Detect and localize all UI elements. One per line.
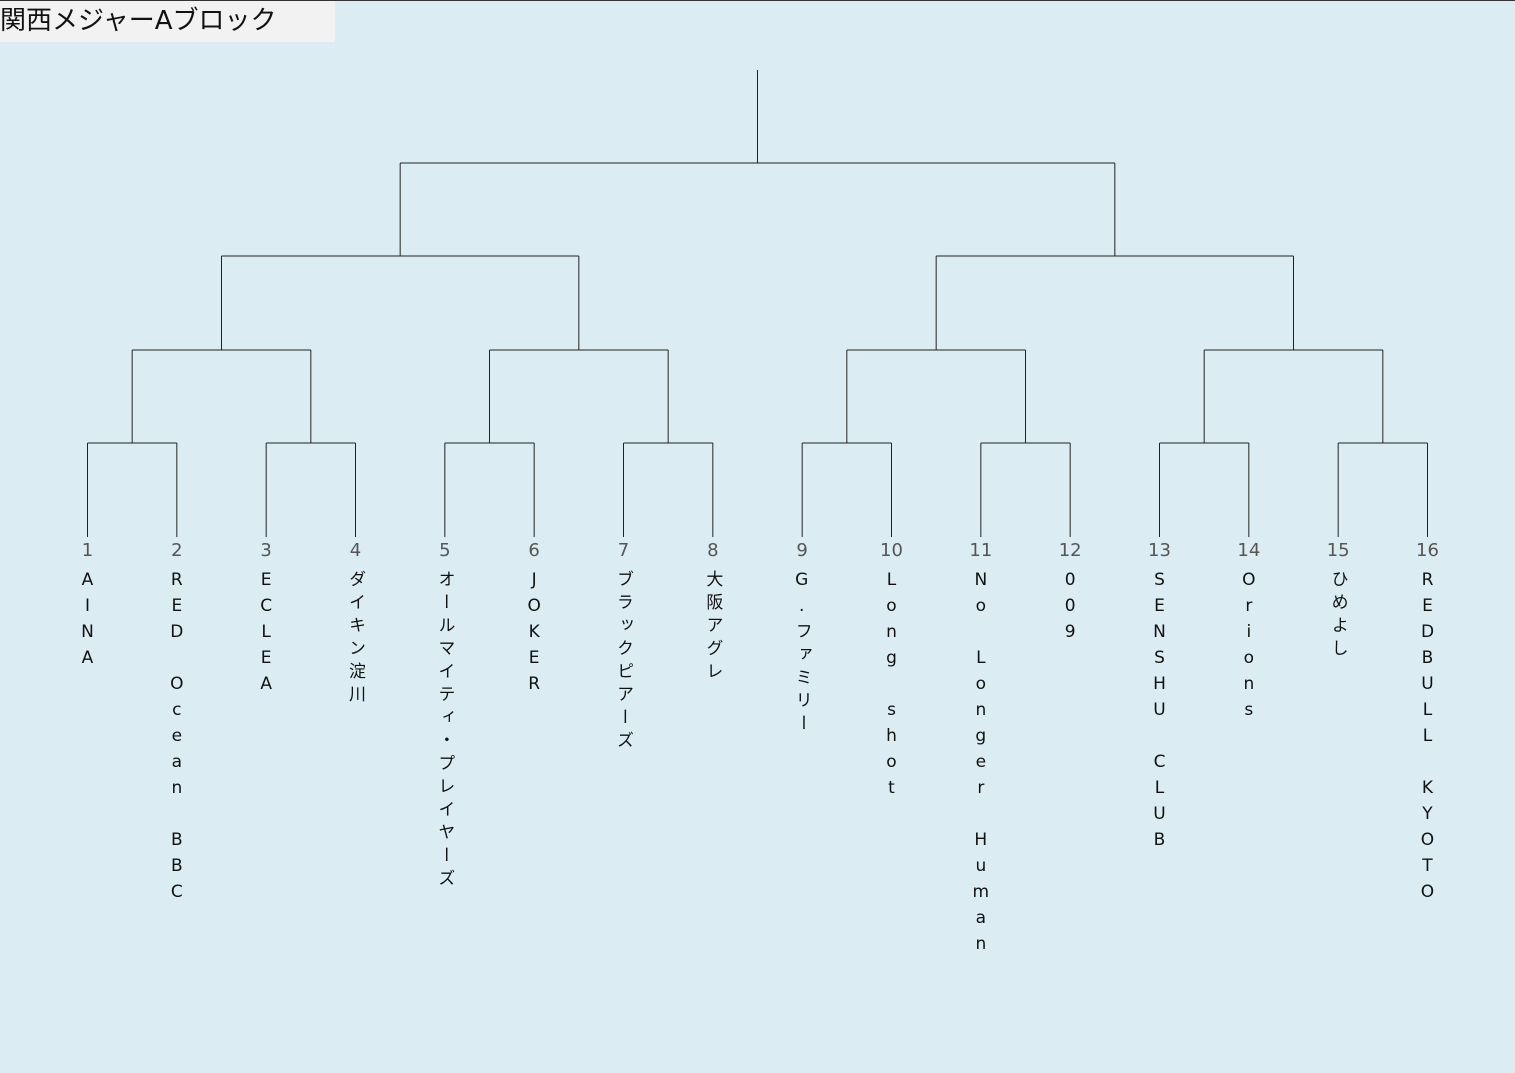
team-name: 大阪アグレ bbox=[702, 570, 723, 685]
seed-number: 16 bbox=[1416, 540, 1439, 561]
team-name: 009 bbox=[1060, 570, 1081, 648]
seed-number: 6 bbox=[528, 540, 540, 561]
team-name: JOKER bbox=[524, 570, 545, 700]
title: 関西メジャーAブロック bbox=[0, 1, 335, 42]
team-name: ダイキン淀川 bbox=[345, 570, 365, 708]
team-name: G.ファミリー bbox=[791, 570, 812, 737]
team-name: SENSHU CLUB bbox=[1149, 570, 1170, 856]
seed-number: 11 bbox=[969, 540, 993, 561]
team-name: ECLEA bbox=[256, 570, 277, 700]
team-name: Long shot bbox=[881, 570, 902, 804]
team-name: REDBULL KYOTO bbox=[1417, 570, 1438, 908]
seed-number: 3 bbox=[260, 540, 272, 561]
seed-number: 15 bbox=[1326, 540, 1350, 561]
seed-number: 12 bbox=[1058, 540, 1082, 561]
seed-number: 2 bbox=[171, 540, 183, 561]
team-name: AINA bbox=[77, 570, 98, 674]
team-name: オールマイティ・プレイヤーズ bbox=[434, 570, 455, 892]
team-name: ブラックピアーズ bbox=[613, 570, 633, 754]
seed-number: 10 bbox=[880, 540, 903, 561]
seed-number: 13 bbox=[1148, 540, 1171, 561]
team-name: ひめよし bbox=[1327, 570, 1348, 662]
seed-number: 8 bbox=[707, 540, 719, 561]
team-name: RED Ocean BBC bbox=[166, 570, 187, 908]
team-name: Orions bbox=[1238, 570, 1259, 726]
team-name: No Longer Human bbox=[970, 570, 991, 960]
seed-number: 9 bbox=[796, 540, 808, 561]
seed-number: 1 bbox=[81, 540, 94, 561]
seed-number: 5 bbox=[439, 540, 451, 561]
seed-number: 14 bbox=[1237, 540, 1261, 561]
seed-number: 7 bbox=[617, 540, 630, 561]
seed-number: 4 bbox=[349, 540, 362, 561]
top-border bbox=[0, 0, 1515, 1]
